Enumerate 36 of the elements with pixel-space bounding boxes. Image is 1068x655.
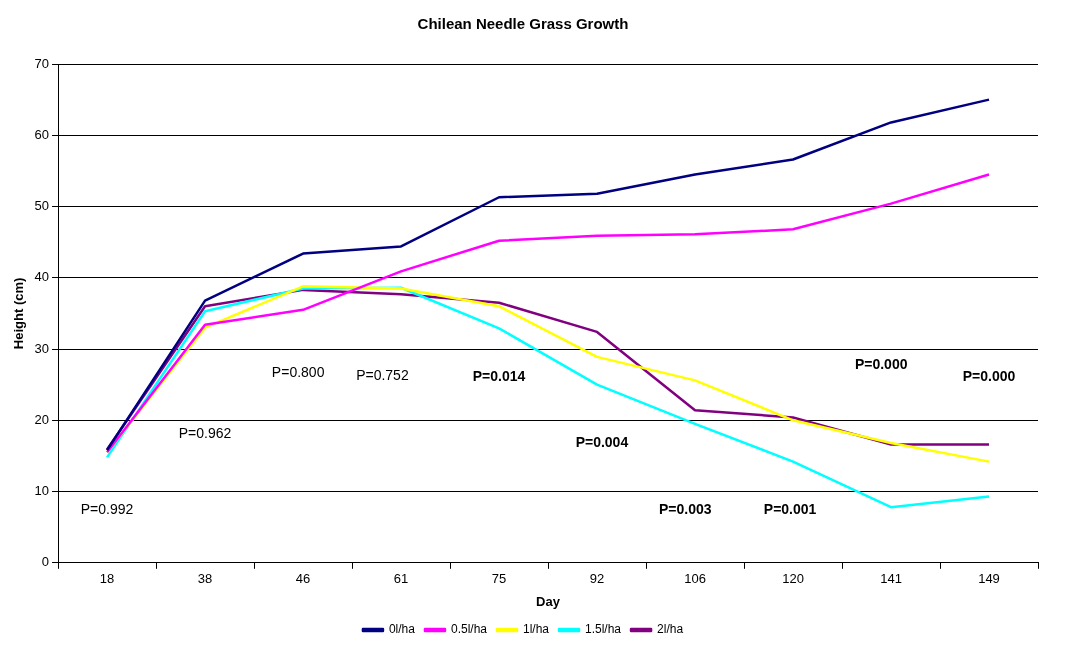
x-tick-label: 75 xyxy=(491,571,507,587)
x-tick-label: 141 xyxy=(880,571,902,587)
annotation: P=0.001 xyxy=(763,501,817,518)
y-tick-label: 60 xyxy=(34,126,50,142)
y-tick-label: 30 xyxy=(34,340,50,356)
y-tick-label: 50 xyxy=(34,198,50,214)
x-tick-label: 120 xyxy=(782,571,804,587)
chart-title: Chilean Needle Grass Growth xyxy=(417,15,629,33)
legend-label: 1l/ha xyxy=(522,622,550,637)
y-tick-label: 0 xyxy=(41,554,50,570)
annotation: P=0.004 xyxy=(575,433,629,450)
x-tick-label: 18 xyxy=(99,571,115,587)
annotation: P=0.003 xyxy=(658,501,712,518)
x-tick-label: 106 xyxy=(684,571,706,587)
y-tick-label: 70 xyxy=(34,55,50,71)
x-tick-label: 38 xyxy=(197,571,213,587)
y-axis-title: Height (cm) xyxy=(11,277,27,350)
y-tick-label: 10 xyxy=(34,483,50,499)
annotation: P=0.000 xyxy=(962,368,1016,385)
x-tick-label: 92 xyxy=(589,571,605,587)
legend-label: 1.5l/ha xyxy=(585,622,622,637)
x-tick-label: 149 xyxy=(978,571,1000,587)
annotation: P=0.014 xyxy=(472,368,526,385)
x-axis-title: Day xyxy=(536,593,561,609)
annotation: P=0.992 xyxy=(80,501,134,518)
annotation: P=0.962 xyxy=(178,424,232,441)
annotation: P=0.000 xyxy=(854,355,908,372)
y-tick-label: 40 xyxy=(34,269,50,285)
legend-label: 0l/ha xyxy=(388,622,416,637)
x-tick-label: 46 xyxy=(295,571,311,587)
legend-label: 2l/ha xyxy=(657,622,684,637)
legend-label: 0.5l/ha xyxy=(450,622,488,637)
x-tick-label: 61 xyxy=(393,571,409,587)
y-tick-label: 20 xyxy=(34,411,50,427)
annotation: P=0.800 xyxy=(271,364,325,381)
annotation: P=0.752 xyxy=(356,367,409,384)
